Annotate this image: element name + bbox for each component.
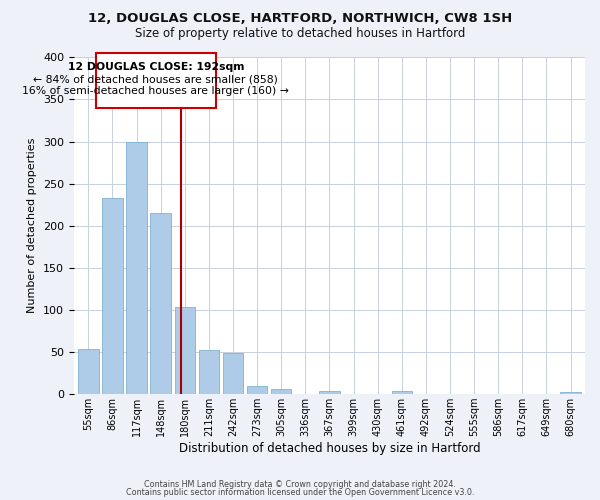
Text: 12, DOUGLAS CLOSE, HARTFORD, NORTHWICH, CW8 1SH: 12, DOUGLAS CLOSE, HARTFORD, NORTHWICH, … — [88, 12, 512, 26]
Bar — [127, 142, 147, 394]
Text: ← 84% of detached houses are smaller (858): ← 84% of detached houses are smaller (85… — [34, 74, 278, 84]
Bar — [223, 353, 243, 394]
Text: 12 DOUGLAS CLOSE: 192sqm: 12 DOUGLAS CLOSE: 192sqm — [68, 62, 244, 72]
Bar — [199, 350, 219, 394]
Bar — [175, 308, 195, 394]
Bar — [78, 348, 98, 394]
Bar — [151, 213, 171, 394]
Bar — [319, 391, 340, 394]
Bar — [271, 389, 292, 394]
Text: Size of property relative to detached houses in Hartford: Size of property relative to detached ho… — [135, 28, 465, 40]
Y-axis label: Number of detached properties: Number of detached properties — [28, 138, 37, 314]
Text: Contains HM Land Registry data © Crown copyright and database right 2024.: Contains HM Land Registry data © Crown c… — [144, 480, 456, 489]
Text: Contains public sector information licensed under the Open Government Licence v3: Contains public sector information licen… — [126, 488, 474, 497]
Bar — [392, 391, 412, 394]
Bar — [102, 198, 122, 394]
Bar — [560, 392, 581, 394]
X-axis label: Distribution of detached houses by size in Hartford: Distribution of detached houses by size … — [179, 442, 480, 455]
Bar — [247, 386, 268, 394]
FancyBboxPatch shape — [95, 53, 216, 108]
Text: 16% of semi-detached houses are larger (160) →: 16% of semi-detached houses are larger (… — [22, 86, 289, 96]
